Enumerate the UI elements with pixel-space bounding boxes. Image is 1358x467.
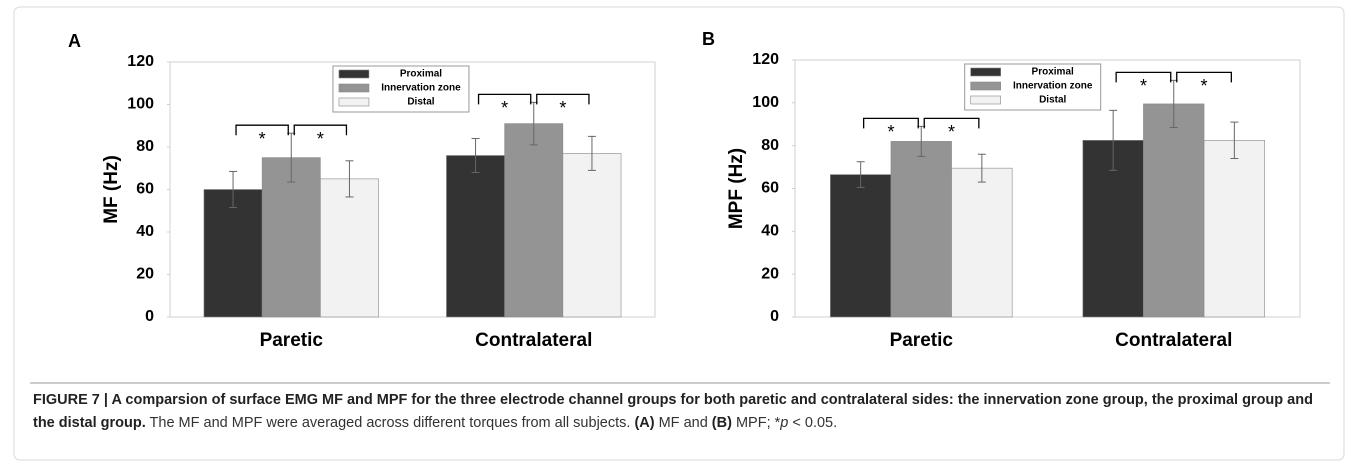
legend-label: Innervation zone	[381, 83, 461, 94]
legend-label: Proximal	[1032, 67, 1074, 78]
y-tick-label: 20	[761, 265, 779, 282]
caption-text: < 0.05.	[788, 415, 838, 431]
x-tick-label: Paretic	[260, 330, 324, 351]
significance-bracket	[1176, 71, 1232, 83]
bar	[830, 174, 892, 318]
significance-label: *	[259, 129, 266, 149]
bar	[951, 167, 1013, 318]
significance-bracket	[1115, 71, 1172, 83]
y-tick-label: 80	[761, 137, 779, 154]
error-bar	[856, 161, 865, 188]
significance-label: *	[501, 98, 508, 118]
legend-swatch	[338, 83, 370, 93]
y-tick-label: 60	[761, 180, 779, 197]
legend-swatch	[338, 69, 370, 79]
y-tick-label: 0	[770, 308, 779, 325]
y-tick-label: 120	[127, 53, 154, 70]
significance-label: *	[887, 122, 894, 142]
error-bar	[471, 138, 480, 173]
error-bar	[345, 160, 354, 198]
caption-text: (B)	[711, 415, 732, 431]
y-tick-label: 80	[136, 138, 154, 155]
error-bar	[1109, 109, 1118, 171]
legend-label: Proximal	[400, 69, 442, 80]
bar	[504, 123, 564, 318]
significance-label: *	[317, 129, 324, 149]
bar	[890, 141, 952, 318]
legend-swatch	[970, 95, 1001, 105]
significance-label: *	[1201, 76, 1208, 96]
error-bar	[977, 153, 986, 183]
bar	[1143, 103, 1205, 318]
legend-label: Distal	[1039, 95, 1066, 106]
bar	[203, 189, 263, 318]
significance-bracket	[477, 93, 532, 105]
caption: FIGURE 7 | A comparsion of surface EMG M…	[33, 389, 1333, 435]
x-tick-label: Contralateral	[475, 330, 592, 351]
legend-label: Innervation zone	[1013, 81, 1093, 92]
significance-label: *	[1140, 76, 1147, 96]
y-tick-label: 0	[145, 308, 154, 325]
bar	[320, 178, 379, 318]
caption-text: The MF and MPF were averaged across diff…	[145, 415, 635, 431]
bar	[261, 157, 321, 318]
error-bar	[587, 135, 596, 171]
panel-label: B	[702, 29, 715, 49]
x-tick-label: Contralateral	[1115, 330, 1232, 351]
significance-bracket	[235, 124, 289, 136]
panel-label: A	[68, 31, 81, 51]
caption-text: (A)	[634, 415, 655, 431]
y-tick-label: 120	[752, 51, 779, 68]
y-tick-label: 100	[752, 94, 779, 111]
significance-bracket	[293, 124, 348, 136]
error-bar	[229, 170, 238, 209]
caption-text: FIGURE 7 | A comparsion of surface EMG M…	[33, 392, 1313, 431]
significance-label: *	[948, 122, 955, 142]
y-axis-label: MPF (Hz)	[726, 148, 747, 229]
significance-bracket	[536, 93, 590, 105]
bar	[1203, 140, 1265, 318]
y-tick-label: 20	[136, 266, 154, 283]
caption-text: p	[780, 415, 789, 431]
legend-swatch	[338, 97, 370, 107]
legend-swatch	[970, 67, 1001, 77]
error-bar	[1230, 121, 1239, 160]
legend-label: Distal	[407, 97, 434, 108]
caption-text: MF and	[654, 415, 712, 431]
y-tick-label: 60	[136, 181, 154, 198]
y-tick-label: 40	[761, 223, 779, 240]
x-tick-label: Paretic	[890, 330, 954, 351]
caption-text: MPF; *	[731, 415, 781, 431]
y-tick-label: 40	[136, 223, 154, 240]
legend-swatch	[970, 81, 1001, 91]
significance-bracket	[923, 117, 980, 129]
bar	[446, 155, 505, 318]
y-tick-label: 100	[127, 96, 154, 113]
significance-label: *	[559, 98, 566, 118]
significance-bracket	[863, 117, 919, 129]
figure-frame	[13, 6, 1345, 461]
y-axis-label: MF (Hz)	[101, 155, 122, 224]
bar	[562, 153, 622, 318]
